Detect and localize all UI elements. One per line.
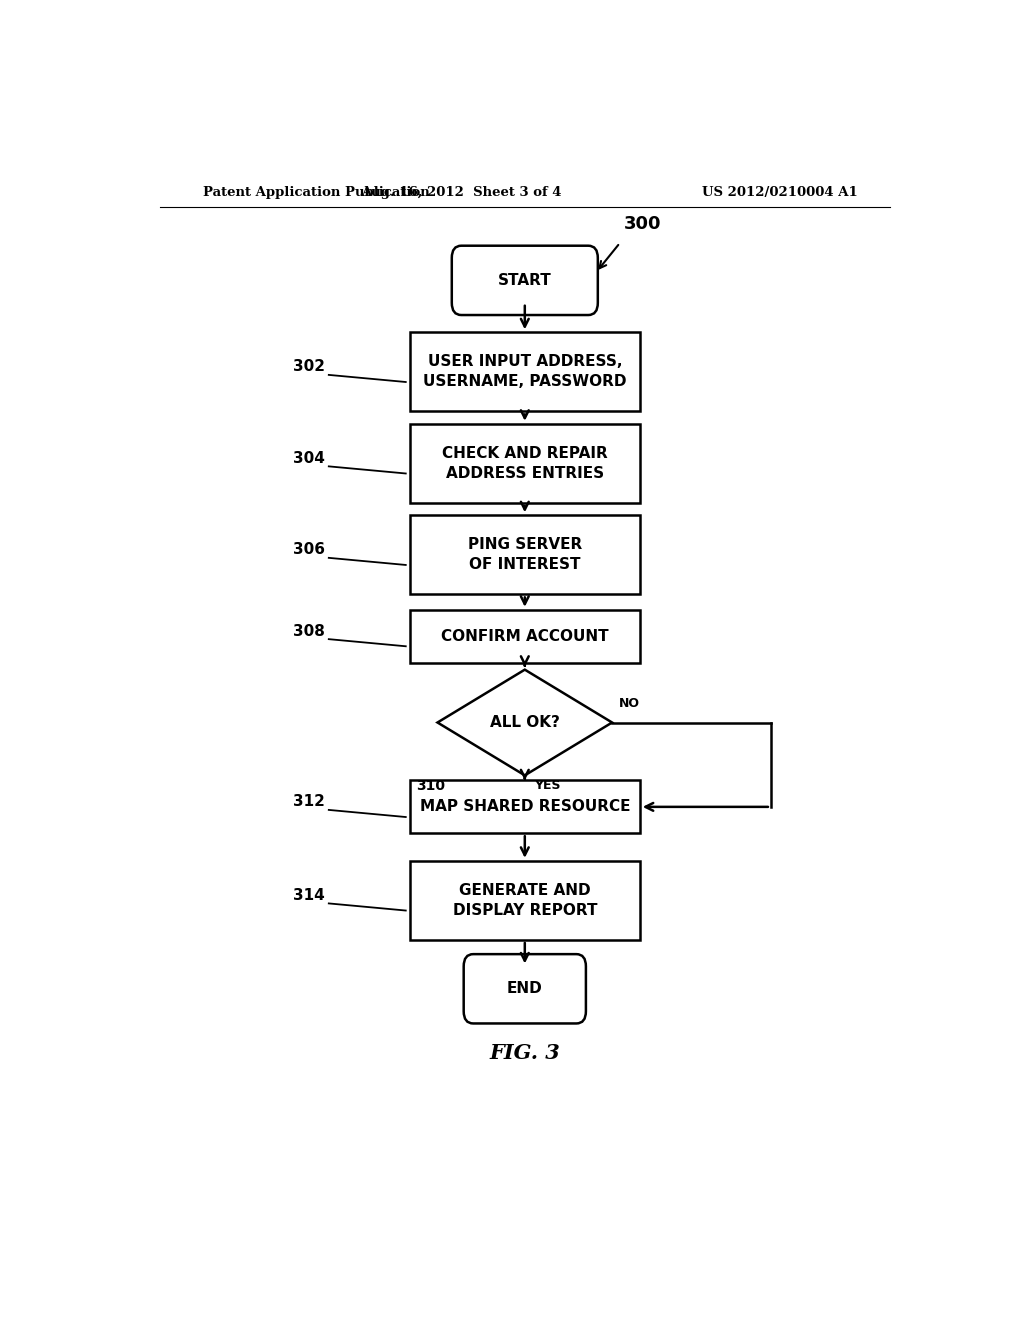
Bar xyxy=(410,515,640,594)
Text: FIG. 3: FIG. 3 xyxy=(489,1043,560,1063)
Bar xyxy=(410,424,640,503)
Text: START: START xyxy=(498,273,552,288)
Text: GENERATE AND
DISPLAY REPORT: GENERATE AND DISPLAY REPORT xyxy=(453,883,597,917)
Text: CONFIRM ACCOUNT: CONFIRM ACCOUNT xyxy=(441,628,608,644)
Text: 302: 302 xyxy=(293,359,325,375)
Text: YES: YES xyxy=(535,779,561,792)
Text: 314: 314 xyxy=(293,888,325,903)
Text: 300: 300 xyxy=(624,215,662,234)
Text: 312: 312 xyxy=(293,795,325,809)
Text: US 2012/0210004 A1: US 2012/0210004 A1 xyxy=(702,186,858,199)
Text: ALL OK?: ALL OK? xyxy=(489,715,560,730)
Bar xyxy=(410,780,640,833)
FancyBboxPatch shape xyxy=(464,954,586,1023)
Text: 308: 308 xyxy=(293,623,325,639)
Text: Aug. 16, 2012  Sheet 3 of 4: Aug. 16, 2012 Sheet 3 of 4 xyxy=(361,186,561,199)
Bar xyxy=(410,610,640,663)
Text: Patent Application Publication: Patent Application Publication xyxy=(204,186,430,199)
Bar xyxy=(410,861,640,940)
Text: END: END xyxy=(507,981,543,997)
Polygon shape xyxy=(437,669,612,775)
FancyBboxPatch shape xyxy=(452,246,598,315)
Text: 306: 306 xyxy=(293,543,325,557)
Bar xyxy=(410,333,640,412)
Text: PING SERVER
OF INTEREST: PING SERVER OF INTEREST xyxy=(468,537,582,572)
Text: CHECK AND REPAIR
ADDRESS ENTRIES: CHECK AND REPAIR ADDRESS ENTRIES xyxy=(442,446,607,480)
Text: 304: 304 xyxy=(293,450,325,466)
Text: 310: 310 xyxy=(417,779,445,793)
Text: MAP SHARED RESOURCE: MAP SHARED RESOURCE xyxy=(420,800,630,814)
Text: NO: NO xyxy=(618,697,639,710)
Text: USER INPUT ADDRESS,
USERNAME, PASSWORD: USER INPUT ADDRESS, USERNAME, PASSWORD xyxy=(423,355,627,389)
